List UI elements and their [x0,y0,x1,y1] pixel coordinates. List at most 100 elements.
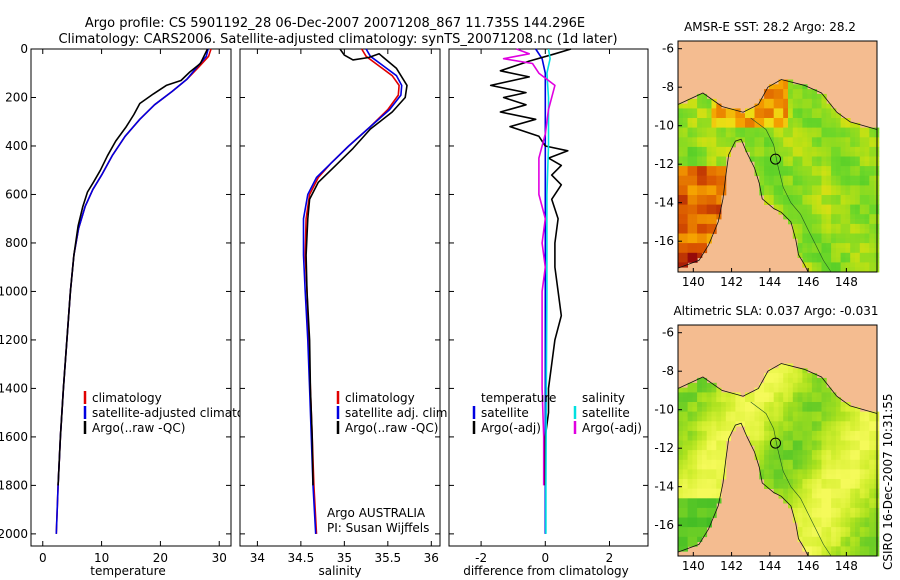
map-cell [869,507,875,514]
map-cell [850,474,856,480]
map-cell [773,373,779,379]
map-cell [792,233,798,239]
map-cell [840,464,846,470]
map-cell [826,219,832,225]
map-cell [778,454,784,461]
map-cell [835,243,842,249]
map-cell [845,522,851,528]
map-cell [855,479,861,485]
map-cell [716,474,722,480]
map-cell [845,233,851,239]
x-tick-label: 36 [424,551,439,565]
map-cell [864,190,870,196]
map-cell [730,122,736,128]
map-cell [701,146,708,153]
map-cell [826,223,832,230]
map-cell [778,479,784,485]
map-cell [811,204,818,210]
map-cell [678,156,684,162]
map-cell [807,522,813,528]
map-cell [816,430,822,437]
map-cell [835,146,842,153]
map-cell [840,421,846,427]
map-cell [730,118,736,124]
map-cell [764,440,770,446]
map-cell [687,479,693,485]
map-cell [845,175,851,181]
map-cell [840,190,846,196]
map-cell [831,402,837,408]
map-cell [764,151,770,157]
map-cell [807,517,813,523]
map-cell [864,445,870,451]
map-cell [678,498,684,504]
map-cell [802,406,808,412]
map-cell [855,170,861,177]
map-cell [783,488,789,494]
map-cell [783,127,789,133]
map-cell [831,228,837,234]
map-cell [792,122,798,128]
map-cell [835,440,842,446]
map-cell [692,507,698,514]
map-cell [754,440,760,446]
map-cell [788,185,794,191]
map-cell [716,435,722,441]
map-cell [706,98,712,104]
map-cell [745,430,751,437]
sst-map-x-axis: 140 142 144 146 148 [682,268,858,289]
legend-title-temperature: temperature [481,391,556,405]
map-cell [840,551,846,557]
series-line-1 [489,48,572,486]
map-cell [768,93,775,100]
map-cell [864,474,870,480]
legend-label-climatology: climatology [92,391,162,405]
map-cell [802,108,808,114]
map-cell [826,459,832,465]
map-cell [840,503,846,509]
map-cell [711,402,717,408]
map-cell [701,127,708,133]
map-cell [797,387,803,393]
map-cell [845,228,851,234]
map-cell [697,507,703,514]
map-cell [692,493,698,499]
map-cell [797,93,803,100]
map-cell [802,411,808,417]
map-cell [802,228,808,234]
map-cell [687,541,693,547]
map-cell [831,118,837,124]
map-cell [778,406,784,412]
map-cell [816,474,822,480]
map-cell [807,185,813,191]
map-cell [869,426,875,432]
map-cell [764,387,770,393]
map-cell [764,190,770,196]
y-tick-label: 1800 [0,478,28,492]
map-cell [845,267,851,273]
map-cell [807,503,813,509]
map-cell [788,430,794,437]
map-cell [831,512,837,518]
map-cell [687,243,693,249]
map-cell [859,146,865,153]
map-cell [682,142,688,148]
y-tick-label: 0 [20,42,28,56]
map-cell [835,228,842,234]
difference-x-label: difference from climatology [463,564,629,578]
legend-label-sal-satellite: satellite [582,406,630,420]
map-cell [802,426,808,432]
map-cell [740,118,746,124]
map-cell [788,113,794,119]
timestamp-stamp: CSIRO 16-Dec-2007 10:31:55 [881,393,895,570]
map-cell [692,464,698,470]
map-y-tick-label: -8 [662,80,674,94]
map-x-tick-label: 142 [720,559,743,573]
map-cell [811,541,818,547]
map-cell [716,411,722,417]
map-cell [811,156,818,162]
map-cell [797,146,803,153]
map-cell [821,522,827,528]
map-cell [783,118,789,124]
map-cell [831,122,837,128]
